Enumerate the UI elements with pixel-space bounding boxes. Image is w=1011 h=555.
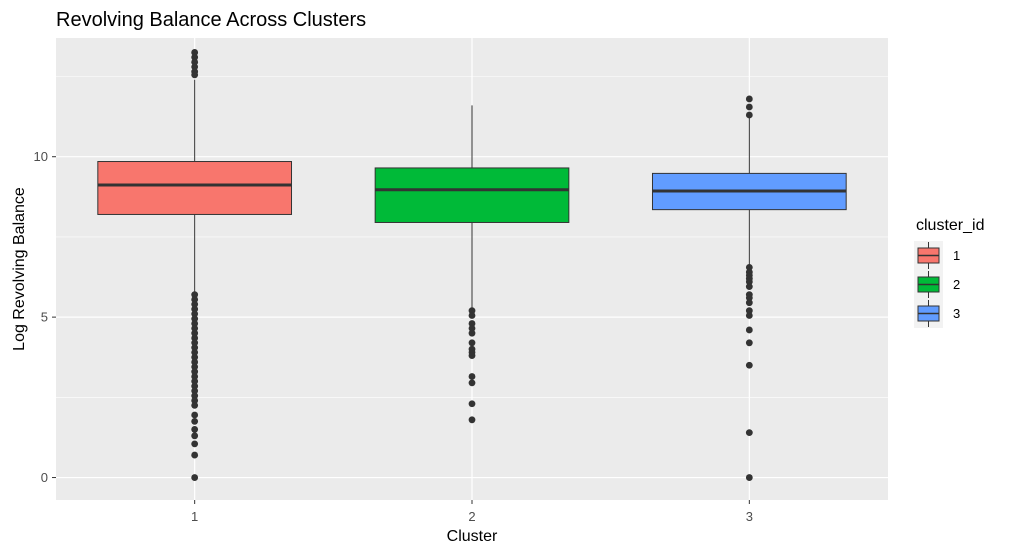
outlier-point [191, 63, 199, 71]
outlier-point [745, 294, 753, 302]
outlier-point [745, 263, 753, 271]
outlier-point [191, 71, 199, 79]
outlier-point [191, 432, 199, 440]
y-axis-title: Log Revolving Balance [11, 187, 28, 351]
outlier-point [745, 307, 753, 315]
outlier-point [191, 426, 199, 433]
iqr-box [97, 161, 293, 215]
outlier-point [745, 103, 753, 111]
outlier-point [191, 411, 199, 419]
outlier-point [191, 334, 199, 342]
outlier-point [191, 349, 199, 356]
outlier-point [745, 429, 753, 437]
outlier-point [191, 392, 199, 400]
y-axis: 0 5 10 [34, 149, 56, 485]
x-tick-label: 2 [468, 509, 475, 524]
outlier-point [468, 416, 476, 424]
outlier-point [468, 307, 476, 315]
outlier-point [191, 53, 199, 61]
outlier-point [191, 296, 199, 303]
outlier-point [191, 401, 199, 409]
outlier-point [191, 382, 199, 390]
outlier-point [745, 278, 753, 286]
outlier-point [468, 339, 476, 347]
outlier-point [745, 312, 753, 319]
outlier-point [745, 474, 753, 481]
outlier-point [191, 363, 199, 371]
legend: cluster_id 1 2 3 [914, 217, 984, 328]
outlier-point [191, 324, 199, 332]
chart-title: Revolving Balance Across Clusters [56, 9, 366, 31]
outlier-point [191, 305, 199, 313]
outlier-point [745, 283, 753, 291]
y-tick-label: 5 [41, 310, 48, 325]
outlier-point [745, 299, 753, 307]
outlier-point [745, 111, 753, 119]
outlier-point [191, 368, 199, 376]
outlier-point [191, 300, 199, 308]
outlier-point [191, 329, 199, 337]
legend-label: 3 [953, 306, 960, 321]
outlier-point [468, 320, 476, 327]
box-cluster-3 [651, 95, 847, 481]
legend-label: 2 [953, 277, 960, 292]
outlier-point [191, 339, 199, 347]
x-tick-label: 1 [191, 509, 198, 524]
outlier-point [745, 326, 753, 334]
outlier-point [191, 417, 199, 425]
outlier-point [468, 324, 476, 332]
outlier-point [191, 440, 199, 448]
outlier-point [191, 451, 199, 459]
boxes-layer [97, 49, 847, 481]
legend-title: cluster_id [916, 217, 984, 234]
iqr-box [374, 167, 570, 223]
legend-label: 1 [953, 248, 960, 263]
y-tick-label: 10 [34, 149, 48, 164]
outlier-point [745, 361, 753, 369]
outlier-point [191, 315, 199, 323]
outlier-point [745, 339, 753, 347]
outlier-point [191, 353, 199, 361]
outlier-point [191, 397, 199, 404]
outlier-point [745, 95, 753, 103]
outlier-point [191, 387, 199, 395]
outlier-point [468, 379, 476, 387]
y-tick-label: 0 [41, 470, 48, 485]
outlier-point [191, 344, 199, 352]
legend-item-3: 3 [914, 299, 960, 328]
outlier-point [468, 352, 476, 360]
legend-item-1: 1 [914, 241, 960, 270]
x-tick-label: 3 [746, 509, 753, 524]
legend-item-2: 2 [914, 270, 960, 299]
outlier-point [468, 373, 476, 380]
outlier-point [191, 58, 199, 66]
outlier-point [468, 329, 476, 337]
outlier-point [191, 291, 199, 299]
box-cluster-2 [374, 105, 570, 424]
outlier-point [191, 320, 199, 327]
x-axis: 1 2 3 [191, 500, 753, 524]
outlier-point [191, 373, 199, 380]
outlier-point [191, 310, 199, 318]
x-axis-title: Cluster [447, 528, 498, 545]
outlier-point [468, 400, 476, 408]
outlier-point [191, 49, 199, 56]
outlier-point [191, 474, 199, 481]
outlier-point [191, 358, 199, 366]
outlier-point [468, 312, 476, 319]
outlier-point [191, 377, 199, 385]
box-cluster-1 [97, 49, 293, 481]
